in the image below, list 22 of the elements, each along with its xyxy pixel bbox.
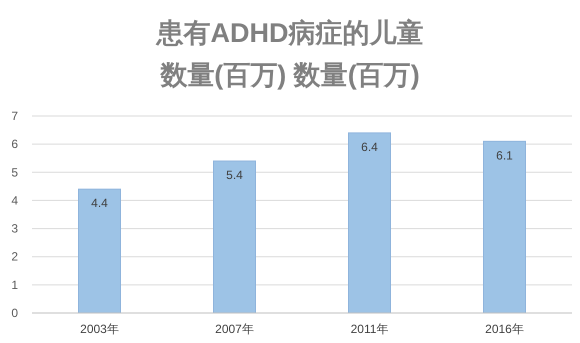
bar <box>348 132 391 314</box>
data-label: 6.4 <box>361 140 378 154</box>
chart-title: 患有ADHD病症的儿童 <box>156 18 424 48</box>
data-label: 6.1 <box>496 148 514 162</box>
y-tick-label: 4 <box>11 193 18 208</box>
x-tick-label: 2016年 <box>485 322 524 336</box>
data-label: 5.4 <box>226 168 244 182</box>
y-tick-label: 2 <box>11 250 18 264</box>
data-label: 4.4 <box>91 196 108 210</box>
chart-subtitle: 数量(百万) 数量(百万) <box>159 60 420 90</box>
x-tick-label: 2011年 <box>350 322 388 336</box>
x-tick-label: 2003年 <box>80 322 119 336</box>
y-tick-label: 7 <box>11 109 18 123</box>
x-tick-label: 2007年 <box>215 322 254 336</box>
bar <box>78 188 121 314</box>
bar <box>483 140 526 314</box>
y-tick-label: 0 <box>11 306 18 320</box>
y-tick-label: 1 <box>11 278 18 292</box>
bar <box>213 160 256 314</box>
y-tick-label: 5 <box>11 165 18 180</box>
y-tick-label: 3 <box>11 222 18 236</box>
y-tick-label: 6 <box>11 137 18 152</box>
